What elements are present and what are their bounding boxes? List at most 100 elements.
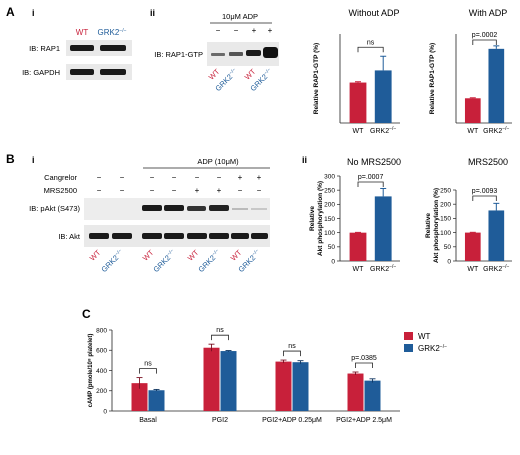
bar-grk2-ko (364, 380, 381, 411)
panel-letter-b: B (6, 152, 15, 166)
significance-label: ns (367, 39, 375, 46)
a-ii-treatment-label: 10μM ADP (222, 12, 258, 21)
y-axis-label: Relative RAP1-GTP (%) (313, 43, 320, 114)
b-i-lane-label: GRK2−/− (196, 248, 222, 274)
panel-letter-c: C (82, 307, 91, 321)
x-tick-label: GRK2−/− (370, 126, 396, 135)
chart-title: MRS2500 (468, 157, 508, 167)
x-tick-label: WT (467, 128, 479, 135)
bar-wt (349, 232, 367, 261)
b-i-lane-label: WT (88, 248, 103, 263)
x-tick-label: PGI2+ADP 2.5μM (336, 417, 392, 424)
subpanel-label-a-ii: ii (150, 8, 155, 18)
b-i-sign-cangrelor: − (217, 173, 222, 182)
x-tick-label: GRK2−/− (483, 264, 509, 273)
significance-label: p=.0002 (472, 32, 498, 39)
significance-bracket (472, 39, 497, 45)
y-tick-label: 200 (324, 202, 335, 209)
significance-label: ns (288, 343, 296, 350)
y-tick-label: 200 (96, 388, 107, 395)
x-tick-label: PGI2+ADP 0.25μM (262, 417, 322, 424)
panel-letter-a: A (6, 5, 15, 19)
chart-title: Without ADP (348, 8, 399, 18)
significance-bracket (355, 362, 373, 369)
y-tick-label: 150 (324, 216, 335, 223)
chart-no-mrs2500: No MRS2500 RelativeAkt phosphorylation (%… (309, 157, 401, 273)
y-tick-label: 50 (444, 244, 452, 251)
x-tick-label: Basal (139, 417, 157, 424)
y-tick-label: 250 (324, 187, 335, 194)
bar-wt (464, 232, 481, 261)
b-i-sign-cangrelor: + (257, 173, 262, 182)
bar-wt (203, 347, 220, 411)
significance-bracket (139, 368, 157, 374)
x-tick-label: GRK2−/− (483, 126, 509, 135)
y-tick-label: 0 (331, 258, 335, 265)
b-i-adp-label: ADP (10μM) (197, 157, 239, 166)
a-i-col-label-ko: GRK2−/− (97, 28, 126, 37)
bar-grk2-ko (148, 390, 165, 411)
x-tick-label: WT (467, 266, 479, 273)
bar-grk2-ko (488, 210, 505, 261)
subpanel-label-b-i: i (32, 155, 35, 165)
a-ii-blot-label: IB: RAP1-GTP (154, 50, 203, 59)
a-ii-sign-1: − (216, 26, 221, 35)
significance-label: p=.0093 (472, 188, 498, 195)
bar-wt (347, 373, 364, 411)
b-i-treatment-signs: − − − − − − + + − − − − + + − − (97, 173, 262, 195)
significance-label: p=.0385 (351, 355, 377, 362)
y-axis-label: cAMP (pmole/10⁸ platelet) (88, 334, 94, 408)
x-tick-label: PGI2 (212, 417, 228, 424)
b-i-lane-label: GRK2−/− (99, 248, 125, 274)
bar-grk2-ko (292, 362, 309, 411)
y-axis-label: Relative RAP1-GTP (%) (429, 43, 436, 114)
significance-bracket (357, 181, 384, 187)
b-i-sign-cangrelor: − (172, 173, 177, 182)
a-i-blot-label-rap1: IB: RAP1 (29, 44, 60, 53)
bar-grk2-ko (374, 196, 392, 261)
b-i-sign-mrs2500: − (257, 186, 262, 195)
y-tick-label: 600 (96, 348, 107, 355)
y-tick-label: 800 (96, 327, 107, 334)
chart-mrs2500: MRS2500 RelativeAkt phosphorylation (%) 0 5… (425, 157, 512, 273)
b-i-sign-mrs2500: − (172, 186, 177, 195)
bar-wt (464, 98, 481, 123)
b-i-sign-cangrelor: − (150, 173, 155, 182)
significance-bracket (283, 350, 301, 357)
b-i-sign-mrs2500: − (238, 186, 243, 195)
bar-grk2-ko (488, 48, 505, 124)
a-i-blot-rap1 (66, 40, 132, 56)
y-tick-label: 250 (440, 187, 451, 194)
subpanel-label-b-ii: ii (302, 155, 307, 165)
y-axis-label: RelativeAkt phosphorylation (%) (425, 188, 440, 263)
b-i-sign-mrs2500: + (217, 186, 222, 195)
b-i-blot-label-pakt: IB: pAkt (S473) (29, 204, 80, 213)
chart-title: No MRS2500 (347, 157, 401, 167)
b-i-blot-akt (84, 225, 270, 247)
y-tick-label: 100 (324, 230, 335, 237)
y-tick-label: 50 (328, 244, 336, 251)
bar-grk2-ko (220, 351, 237, 411)
y-tick-label: 0 (103, 408, 107, 415)
significance-bracket (211, 334, 229, 341)
bar-wt (349, 82, 367, 123)
chart-without-adp: Without ADP Relative RAP1-GTP (%) WT GRK2−/… (313, 8, 400, 135)
significance-label: ns (216, 327, 224, 334)
subpanel-label-a-i: i (32, 8, 35, 18)
legend-label: WT (418, 332, 431, 341)
significance-bracket (472, 195, 497, 201)
b-i-blot-pakt (84, 198, 270, 220)
x-tick-label: GRK2−/− (370, 264, 396, 273)
b-i-sign-mrs2500: + (195, 186, 200, 195)
b-i-treatment-label-mrs2500: MRS2500 (44, 186, 77, 195)
y-tick-label: 200 (440, 202, 451, 209)
a-ii-sign-2: − (234, 26, 239, 35)
a-i-blot-gapdh (66, 64, 132, 80)
y-tick-label: 0 (447, 258, 451, 265)
a-ii-blot-rap1-gtp (207, 42, 279, 66)
chart-camp: cAMP (pmole/10⁸ platelet) 0 200 400 600 800 Ba… (88, 327, 447, 424)
bar-wt (275, 361, 292, 411)
significance-bracket (357, 46, 384, 53)
a-i-blot-label-gapdh: IB: GAPDH (22, 68, 60, 77)
